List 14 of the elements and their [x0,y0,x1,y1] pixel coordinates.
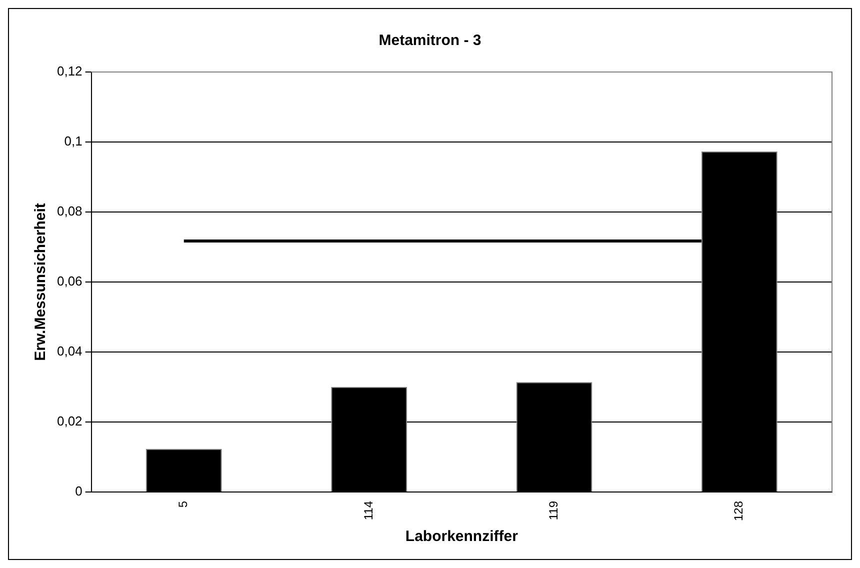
x-tick-label: 128 [732,500,746,522]
x-tick-label: 114 [361,500,376,520]
x-tick-label: 119 [546,500,561,520]
y-tick-label: 0,04 [56,344,82,359]
x-tick-label: 5 [176,500,190,508]
chart-title: Metamitron - 3 [378,32,482,50]
y-tick-label: 0,1 [64,134,82,149]
y-tick-label: 0,08 [56,204,82,219]
y-axis-title: Erw.Messunsicherheit [32,203,50,361]
x-axis-title: Laborkennziffer [405,528,518,546]
y-tick-label: 0,12 [56,64,82,79]
y-tick-label: 0,06 [56,274,82,289]
y-tick-label: 0,02 [56,414,82,429]
y-tick-label: 0 [75,484,82,499]
